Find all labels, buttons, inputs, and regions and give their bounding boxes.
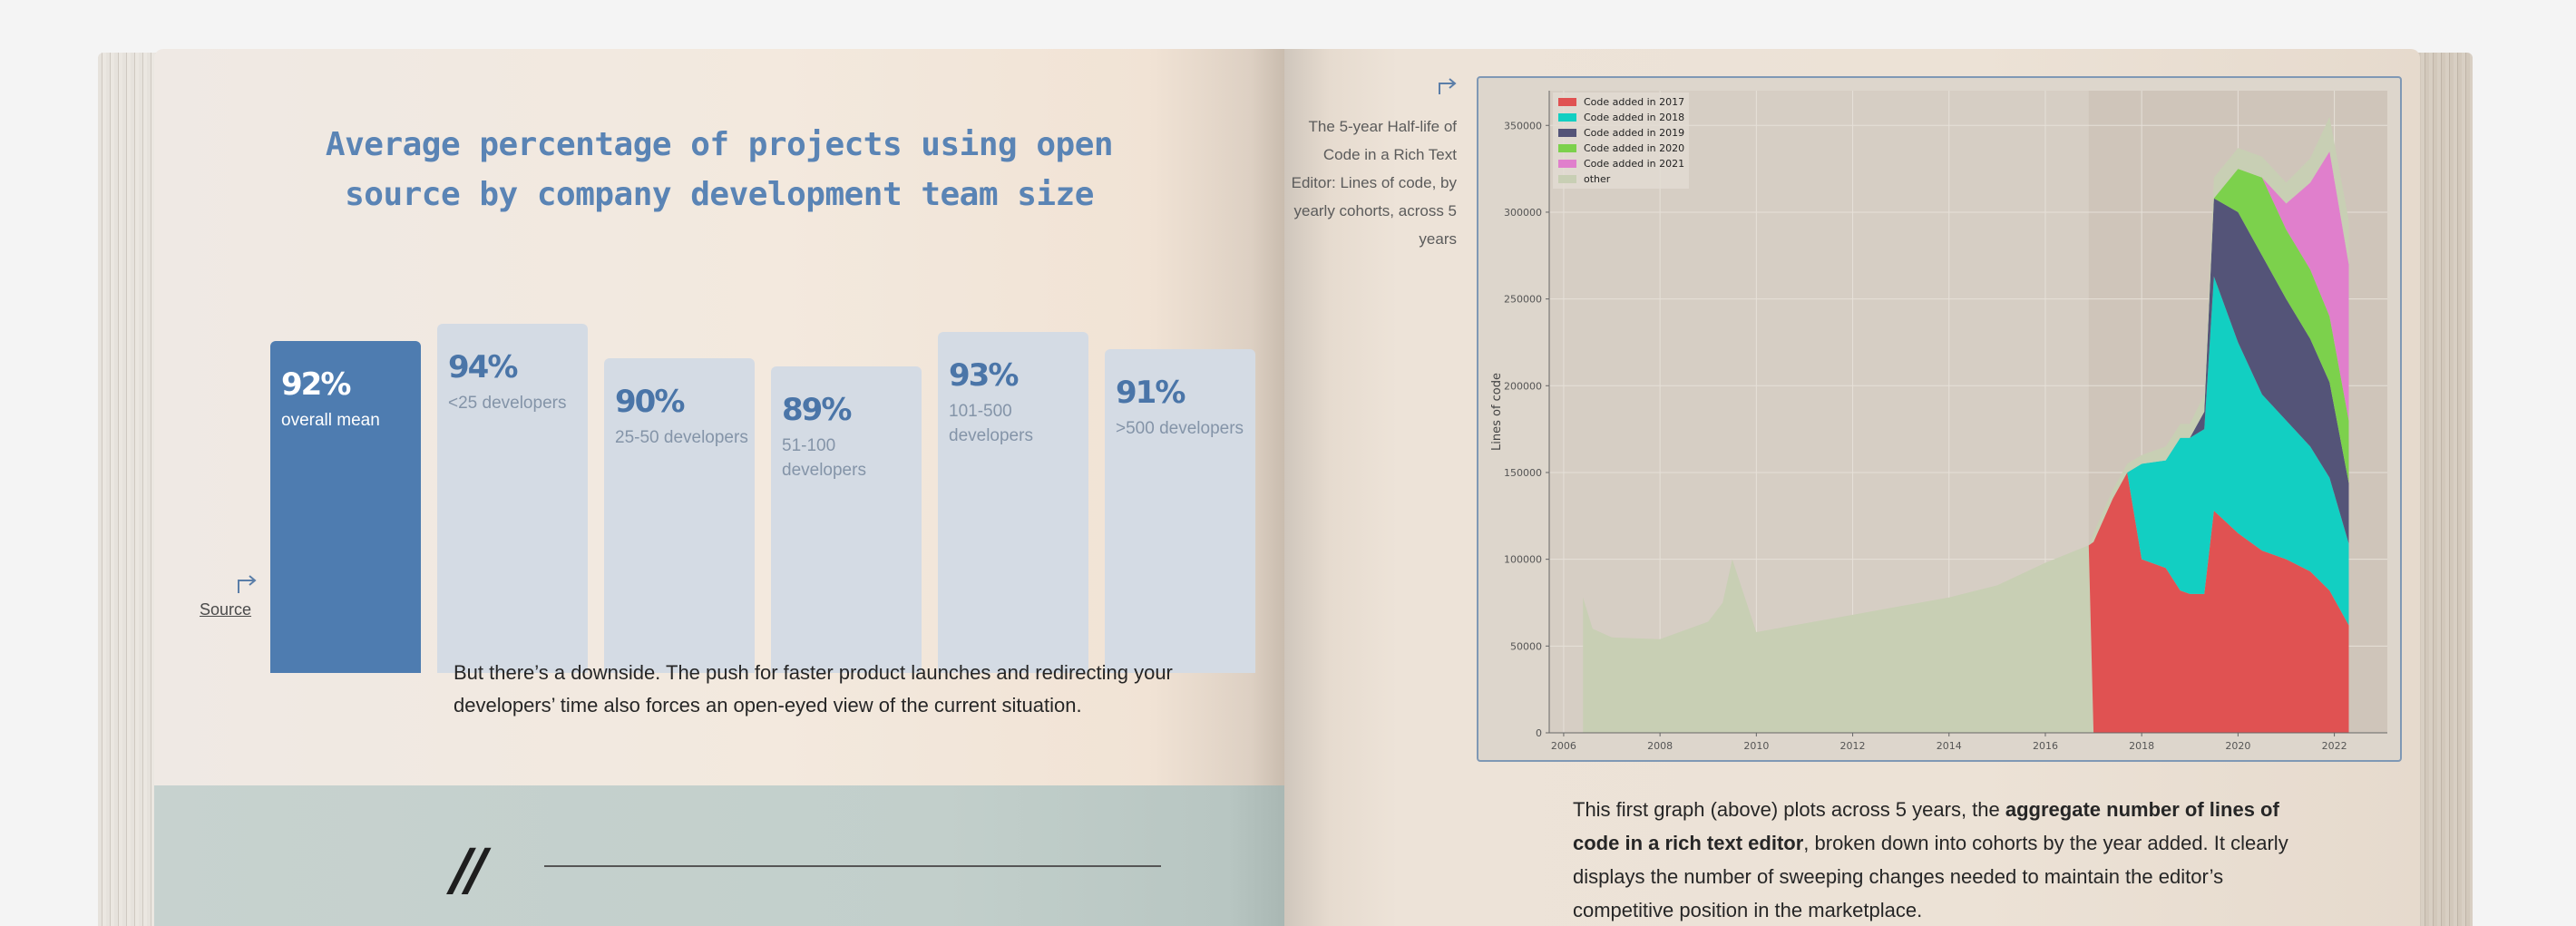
quote-mark: //: [452, 836, 487, 902]
y-tick-label: 100000: [1504, 554, 1542, 566]
bar-value: 90%: [615, 383, 685, 420]
y-axis-label: Lines of code: [1490, 373, 1504, 451]
x-tick-label: 2014: [1937, 740, 1962, 752]
legend-box: [1553, 93, 1689, 189]
legend-entry: Code added in 2017: [1584, 96, 1684, 108]
quote-divider: [544, 865, 1161, 867]
bar-label: 101-500 developers: [949, 402, 1033, 445]
bar-label: 51-100 developers: [782, 436, 866, 480]
x-tick-label: 2006: [1551, 740, 1576, 752]
bar-label: <25 developers: [448, 393, 567, 413]
title-line-2: source by company development team size: [345, 176, 1094, 213]
x-tick-label: 2022: [2322, 740, 2347, 752]
x-tick-label: 2012: [1840, 740, 1866, 752]
bar-value: 91%: [1116, 375, 1186, 411]
area-chart: 0 50000 100000 150000 200000 250000 300000 3500…: [1477, 76, 2402, 762]
body-paragraph: But there’s a downside. The push for fas…: [454, 661, 1173, 716]
description-bold: aggregate number of lines of code in a r…: [1573, 798, 2279, 854]
x-tick-label: 2020: [2225, 740, 2250, 752]
bar-value: 93%: [949, 357, 1019, 394]
quote-band: [154, 785, 1284, 926]
right-page: The 5-year Half-life of Code in a Rich T…: [1284, 49, 2420, 926]
legend-entry: other: [1584, 173, 1611, 185]
area-series-6: [1583, 116, 2349, 639]
y-tick-label: 50000: [1510, 640, 1542, 652]
y-tick-label: 150000: [1504, 467, 1542, 479]
bar-value: 89%: [782, 392, 852, 428]
y-tick-label: 300000: [1504, 207, 1542, 219]
source-link[interactable]: Source: [200, 600, 252, 619]
book-edge-right: [2413, 53, 2473, 926]
bar-25-50: 90% 25-50 developers: [604, 357, 755, 673]
legend-entry: Code added in 2018: [1584, 112, 1684, 123]
legend-swatch: [1558, 144, 1576, 152]
x-tick-label: 2010: [1743, 740, 1769, 752]
chart-description: This first graph (above) plots across 5 …: [1573, 793, 2317, 926]
bar-101-500: 93% 101-500 developers: [938, 332, 1088, 673]
bar-overall-mean: 92% overall mean: [270, 340, 421, 673]
y-tick-label: 350000: [1504, 120, 1542, 132]
bar-value: 92%: [281, 366, 351, 403]
bar-label: overall mean: [281, 410, 380, 430]
bar-label: >500 developers: [1116, 419, 1244, 438]
x-tick-label: 2016: [2033, 740, 2058, 752]
bar-chart-title: Average percentage of projects using ope…: [154, 120, 1284, 219]
description-text: This first graph (above) plots across 5 …: [1573, 798, 2005, 821]
book-edge-left: [98, 53, 156, 926]
area-series-1: [1583, 473, 2349, 733]
legend-swatch: [1558, 175, 1576, 183]
area-series-0: [1583, 545, 2349, 733]
legend-entry: Code added in 2020: [1584, 142, 1684, 154]
legend-swatch: [1558, 98, 1576, 106]
arrow-corner-icon: [1439, 78, 1457, 94]
x-tick-label: 2018: [2129, 740, 2154, 752]
legend-swatch: [1558, 113, 1576, 122]
bar-label: 25-50 developers: [615, 427, 748, 447]
bar-value: 94%: [448, 348, 518, 385]
bar-over-500: 91% >500 developers: [1105, 349, 1255, 673]
y-tick-label: 250000: [1504, 294, 1542, 306]
left-page: Average percentage of projects using ope…: [154, 49, 1284, 926]
y-tick-label: 0: [1536, 727, 1542, 739]
description-text-end: , broken down into cohorts by the year a…: [1573, 832, 2288, 921]
legend-swatch: [1558, 129, 1576, 137]
legend-swatch: [1558, 160, 1576, 168]
x-tick-label: 2008: [1647, 740, 1673, 752]
bar-51-100: 89% 51-100 developers: [771, 366, 922, 673]
title-line-1: Average percentage of projects using ope…: [325, 126, 1114, 163]
area-chart-svg: 0 50000 100000 150000 200000 250000 300000 3500…: [1490, 91, 2387, 752]
legend-entry: Code added in 2021: [1584, 158, 1684, 170]
area-series-2: [1583, 276, 2349, 639]
arrow-corner-icon: [238, 575, 257, 593]
legend-entry: Code added in 2019: [1584, 127, 1684, 139]
area-series-4: [1583, 169, 2349, 639]
chart-caption: The 5-year Half-life of Code in a Rich T…: [1291, 118, 1457, 248]
y-tick-label: 200000: [1504, 380, 1542, 392]
bar-under-25: 94% <25 developers: [437, 323, 588, 673]
